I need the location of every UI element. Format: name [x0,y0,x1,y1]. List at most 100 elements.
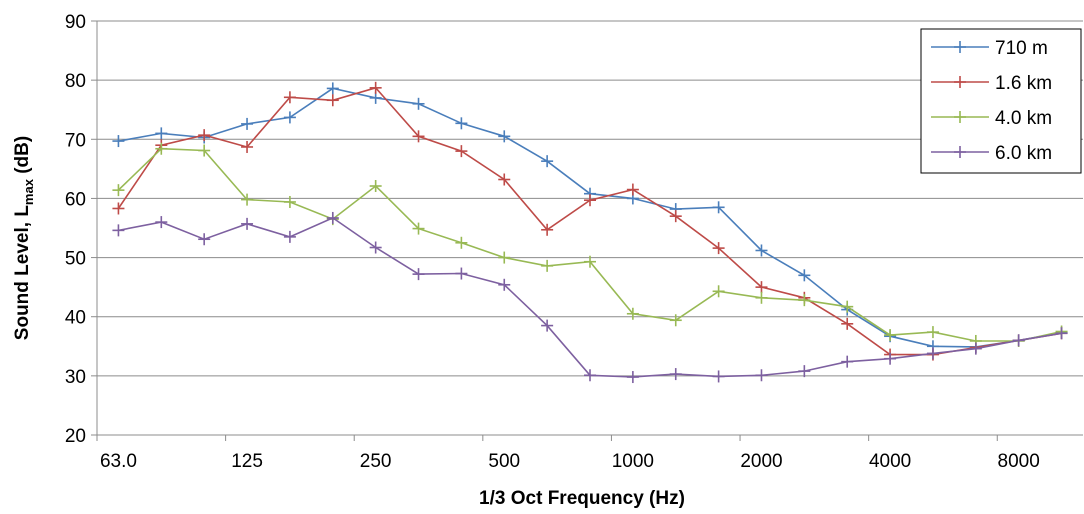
y-axis-title: Sound Level, Lmax (dB) [12,136,36,340]
x-axis-title: 1/3 Oct Frequency (Hz) [479,488,685,509]
data-point [455,145,468,158]
x-tick-label: 2000 [740,451,782,472]
x-tick-label: 125 [231,451,263,472]
data-point [712,242,725,255]
data-point [498,251,511,264]
data-point [155,216,168,229]
data-point [412,130,425,143]
data-point [755,369,768,382]
data-point [669,314,682,327]
data-point [198,144,211,157]
legend-label: 6.0 km [995,143,1052,164]
x-tick-label: 1000 [612,451,654,472]
legend-item: 6.0 km [931,143,1052,164]
series-line [118,87,1062,348]
data-point [455,117,468,130]
data-point [1012,334,1025,347]
data-point [498,173,511,186]
data-point [626,183,639,196]
series-line [118,216,1062,378]
data-point [926,326,939,339]
data-point [412,268,425,281]
data-point [626,307,639,320]
data-point [112,202,125,215]
data-point [369,91,382,104]
data-point [712,201,725,214]
data-point [541,223,554,236]
data-point [369,180,382,193]
data-point [841,300,854,313]
data-point [712,285,725,298]
series-line [117,147,1062,342]
data-point [112,135,125,148]
y-tick-label: 20 [65,426,86,447]
y-axis-title-main: Sound Level, L [12,205,33,341]
data-point [498,130,511,143]
x-tick-label: 500 [488,451,520,472]
data-point [369,241,382,254]
legend: 710 m 1.6 km 4.0 km 6.0 km [920,28,1082,174]
data-point [584,255,596,268]
data-point [155,127,168,140]
data-point [241,117,254,130]
x-tick-label: 250 [360,451,392,472]
data-point [712,370,725,383]
series-2 [112,142,1068,347]
data-point [798,294,811,307]
x-axis-tick-labels: 63.0 125 250 500 1000 2000 4000 8000 [100,451,1040,472]
data-point [412,222,425,235]
data-point [755,281,768,294]
data-point [884,352,897,365]
data-point [112,224,125,237]
data-point [241,217,254,230]
data-point [498,278,511,291]
series-0 [112,82,1068,353]
axes [91,20,1083,441]
data-point [198,129,211,142]
legend-label: 4.0 km [995,108,1052,129]
legend-label: 710 m [995,38,1048,59]
x-tick-label: 4000 [869,451,911,472]
data-point [541,155,554,168]
series-1 [112,81,1068,361]
legend-label: 1.6 km [995,73,1052,94]
data-point [541,259,554,272]
data-point [283,195,296,208]
x-tick-label: 8000 [998,451,1040,472]
data-point [584,194,596,207]
data-point [669,210,682,223]
series-group [112,81,1068,384]
data-point [198,233,211,246]
x-tick-label: 63.0 [100,451,137,472]
series-line [117,86,1062,356]
data-point [412,97,425,110]
y-axis-title-unit: (dB) [12,136,33,179]
legend-item: 1.6 km [931,73,1052,94]
data-point [926,347,939,360]
data-point [969,342,982,355]
data-point [369,81,382,94]
y-tick-label: 90 [65,12,86,33]
data-point [841,355,854,368]
y-tick-label: 50 [65,249,86,270]
data-point [283,111,296,124]
data-point [755,291,768,304]
data-point [155,142,168,155]
data-point [669,368,682,381]
data-point [884,329,897,342]
legend-item: 4.0 km [931,108,1052,129]
data-point [241,140,254,153]
y-tick-label: 60 [65,189,86,210]
data-point [1055,327,1068,340]
data-point [241,193,254,206]
y-axis-tick-labels: 20 30 40 50 60 70 80 90 [65,12,86,447]
data-point [326,211,339,224]
data-point [112,184,125,197]
data-point [455,236,468,249]
data-point [326,82,339,95]
data-point [798,269,811,282]
legend-box [920,28,1082,174]
data-point [584,369,596,382]
data-point [626,371,639,384]
